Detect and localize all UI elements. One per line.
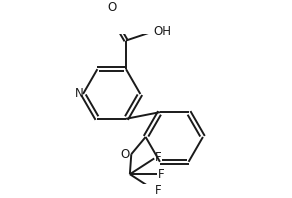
Text: F: F <box>155 184 162 197</box>
Text: F: F <box>158 168 165 181</box>
Text: N: N <box>75 88 84 101</box>
Text: O: O <box>121 148 130 161</box>
Text: F: F <box>155 151 162 164</box>
Text: OH: OH <box>153 25 171 38</box>
Text: O: O <box>107 1 116 14</box>
